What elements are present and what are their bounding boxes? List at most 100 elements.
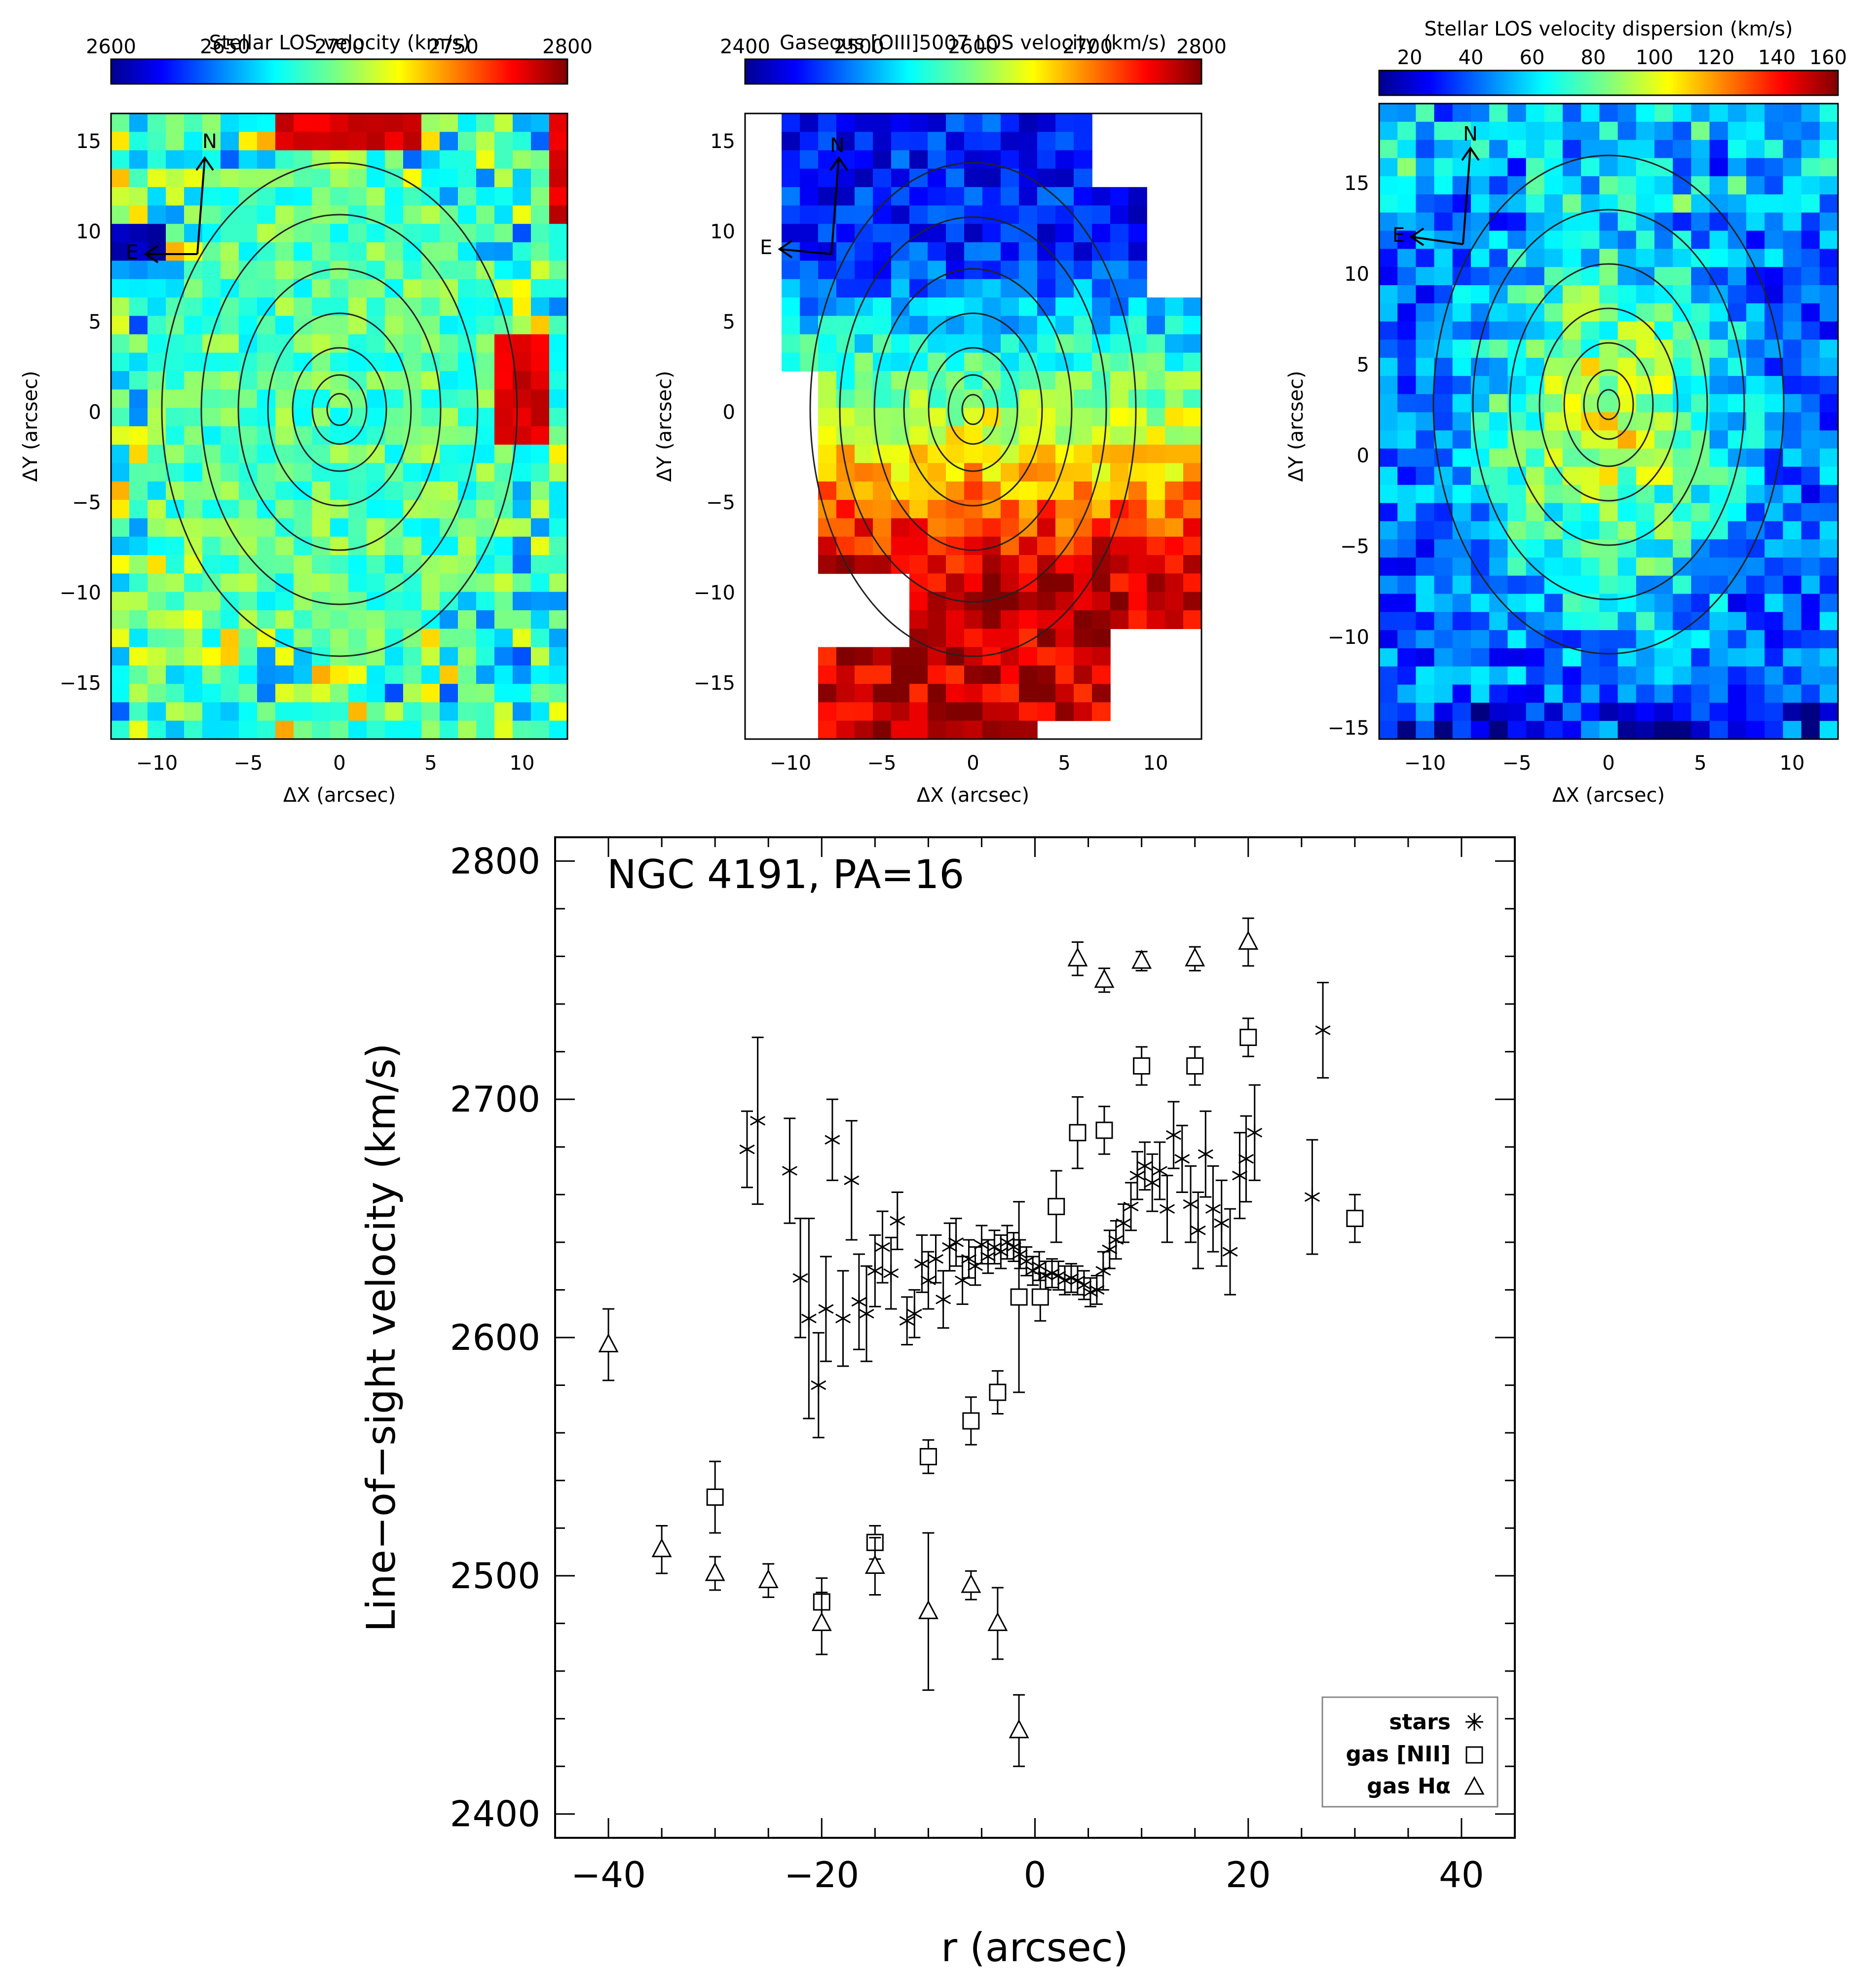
map-cell [476,297,495,317]
map-cell [348,573,367,593]
map-cell [166,555,185,574]
map-cell [476,500,495,519]
map-cell [1819,594,1838,613]
legend-label-stars: stars [1389,1710,1451,1735]
map-cell [928,463,946,482]
map-cell [909,371,928,390]
map-cell [1801,267,1820,286]
map-cell [1001,261,1019,280]
map-cell [1801,176,1820,195]
asterisk-marker [1165,1126,1181,1144]
map-cell [294,610,312,630]
map-cell [1092,371,1111,390]
map-cell [513,573,531,593]
map-cell [1379,575,1398,595]
map-cell [1783,448,1802,467]
y-tick-label: 2400 [450,1793,540,1835]
map-cell [1599,176,1618,195]
map-cell [129,684,148,703]
map-cell [148,629,166,648]
map-cell [129,150,148,169]
map-cell [946,629,965,648]
map-cell [1581,176,1600,195]
map-cell [909,408,928,427]
map-cell [855,445,873,464]
asterisk-marker [1198,1146,1213,1163]
map-cell [1819,703,1838,721]
map-cell [782,150,800,169]
map-cell [1727,285,1747,304]
map-cell [294,242,312,261]
map-cell [1507,321,1527,340]
map-cell [800,316,819,335]
data-point-asterisk [974,1225,989,1265]
map-cell [1636,121,1655,141]
map-cell [1397,176,1417,195]
map-cell [1819,666,1838,685]
map-cell [1434,666,1453,685]
map-cell [1764,249,1784,267]
map-cell [166,408,185,427]
map-cell [1074,555,1092,574]
map-cell [1691,230,1710,250]
map-cell [148,316,166,335]
map-cell [367,389,385,409]
map-cell [1416,376,1435,395]
map-cell [476,408,495,427]
map-cell [1746,104,1765,122]
map-cell [129,445,148,464]
triangle-marker [961,1573,981,1593]
map-cell [458,187,477,206]
map-cell [111,389,130,409]
data-point-asterisk [867,1234,883,1307]
map-cell [458,518,477,537]
map-cell [964,205,983,224]
map-cell [1379,484,1398,504]
data-point-asterisk [1044,1258,1060,1289]
map-cell [294,113,312,133]
map-cell [1397,285,1417,304]
map-cell [312,279,331,298]
map-cell [1001,132,1019,151]
map-cell [458,536,477,556]
map-cell [891,500,910,519]
map-cell [1764,630,1784,649]
map-cell [928,665,946,684]
map-cell [1416,249,1435,267]
map-cell [531,132,550,151]
map-cell [1709,666,1728,685]
map-cell [1416,575,1435,595]
data-point-square [1031,1272,1049,1322]
map-cell [1654,721,1673,739]
map-cell [1147,518,1165,537]
map-cell [928,242,946,261]
map-cell [928,684,946,703]
map-cell [1489,630,1508,649]
map-cell [782,297,800,317]
x-tick: −5 [1502,752,1532,775]
map-cell [476,426,495,446]
map-cell [1783,285,1802,304]
map-cell [1055,113,1074,133]
colorbar-tick: 2600 [948,36,998,58]
map-cell [1471,684,1490,704]
map-cell [1563,721,1581,739]
asterisk-marker [1222,1243,1238,1261]
map-cell [1416,104,1435,122]
map-cell [982,187,1001,206]
map-cell [476,647,495,666]
map-cell [129,389,148,409]
compass: N E [1392,123,1480,247]
map-cell [1074,113,1092,133]
map-cell [1783,430,1802,449]
asterisk-marker [1012,1246,1028,1263]
panel-title: Gaseous [OIII]5007 LOS velocity (km/s) [780,32,1166,54]
map-cell [1526,703,1545,721]
map-cell [1074,316,1092,335]
map-cell [873,481,892,500]
map-cell [1544,230,1563,250]
map-cell [1636,140,1655,159]
colorbar [1378,70,1839,96]
map-cell [1783,721,1802,739]
map-cell [1673,521,1692,540]
